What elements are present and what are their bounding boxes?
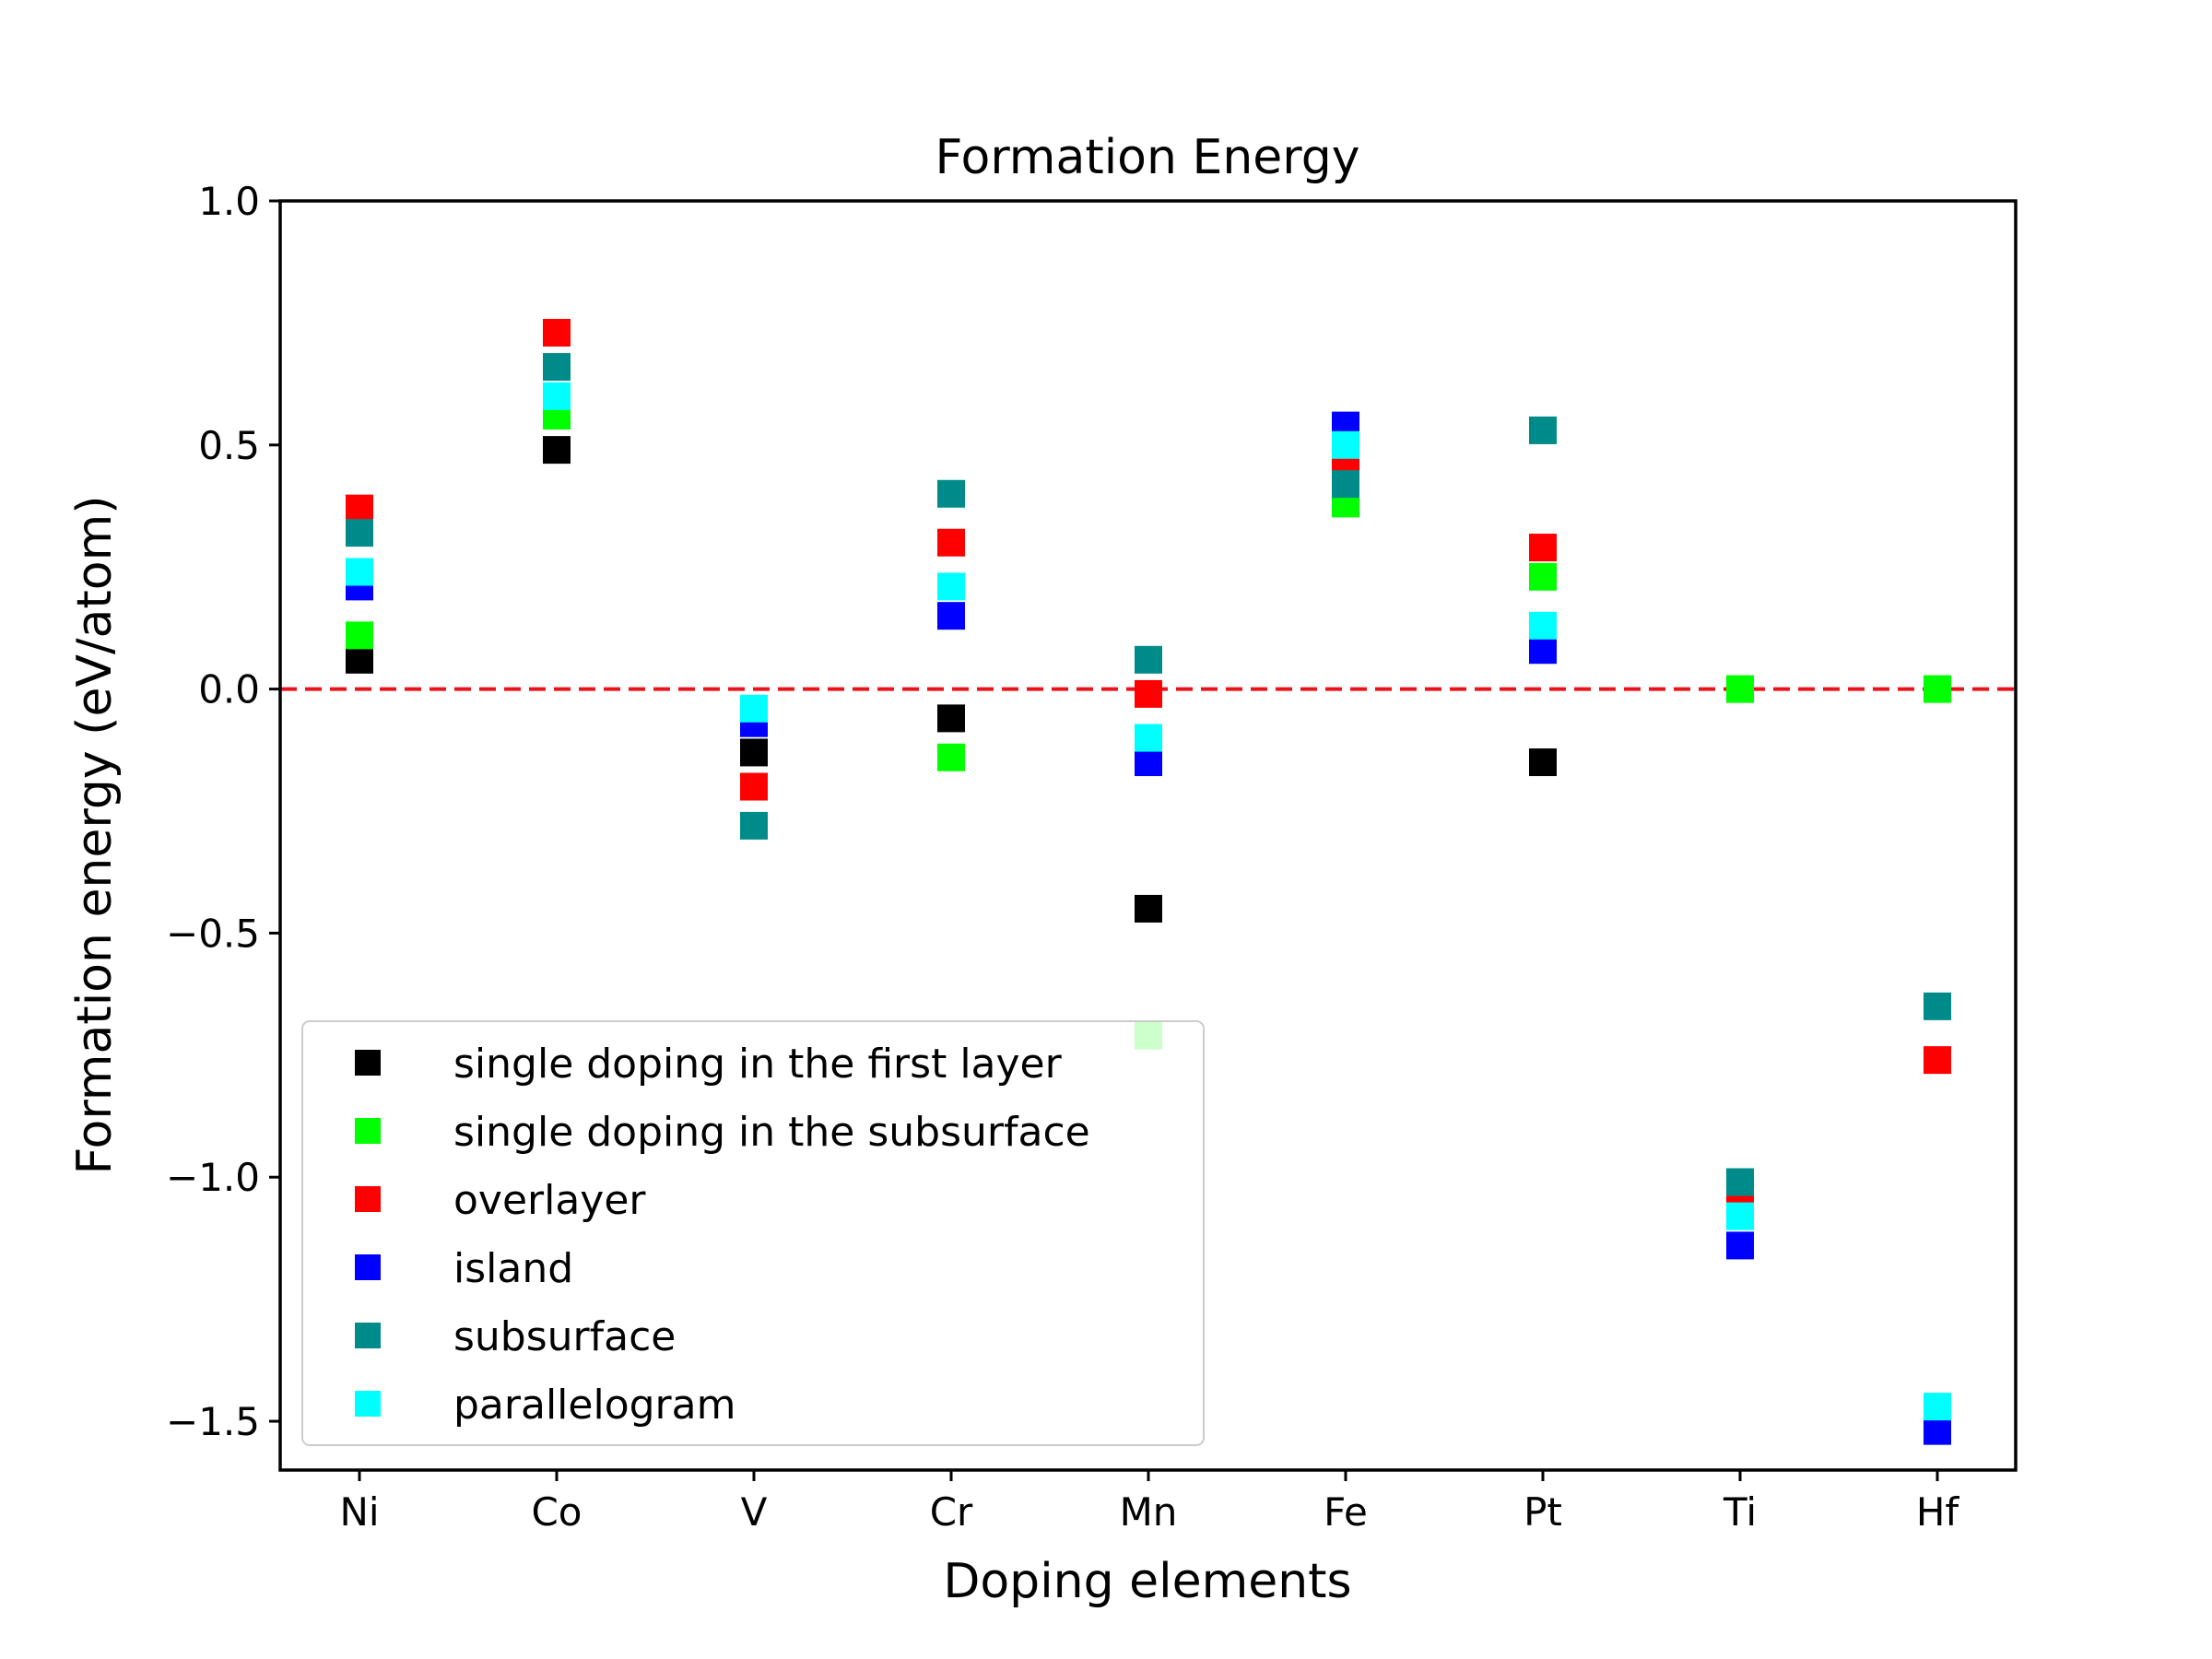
marker-mn-series-1 [1135,894,1162,923]
legend-swatch-4 [355,1254,381,1280]
marker-ni-series-6 [346,558,373,586]
y-tick-label: 0.0 [198,667,260,712]
chart-title: Formation Energy [935,130,1359,185]
y-tick-label: −0.5 [166,911,260,956]
x-tick-label-ti: Ti [1723,1489,1757,1535]
legend: single doping in the first layer single d… [301,1020,1205,1446]
axes: 1.0 0.5 0.0 −0.5 −1.0 −1.5 Ni Co V Cr Mn Fe Pt Ti Hf [166,179,1959,1535]
x-tick-label-cr: Cr [930,1489,973,1535]
legend-box [301,1020,1205,1446]
legend-swatch-5 [355,1323,381,1348]
y-tick-label: −1.5 [166,1399,260,1444]
marker-cr-series-6 [937,572,965,601]
y-tick-label: 1.0 [198,179,260,224]
marker-ti-series-4 [1726,1231,1754,1260]
marker-pt-series-6 [1529,611,1557,640]
legend-swatch-6 [355,1391,381,1417]
marker-ni-series-5 [346,519,373,547]
marker-ni-series-1 [346,645,373,674]
y-tick-label: −1.0 [166,1155,260,1200]
legend-label-4: island [453,1245,573,1292]
marker-hf-series-5 [1924,992,1951,1020]
marker-fe-series-5 [1332,470,1359,499]
x-tick-label-mn: Mn [1120,1489,1178,1535]
legend-swatch-1 [355,1050,381,1076]
marker-ni-series-3 [346,494,373,523]
marker-hf-series-3 [1924,1046,1951,1075]
x-axis-title: Doping elements [943,1554,1351,1609]
marker-hf-series-6 [1924,1393,1951,1421]
marker-hf-series-2 [1924,675,1951,703]
marker-ti-series-6 [1726,1202,1754,1230]
legend-label-2: single doping in the subsurface [453,1109,1090,1156]
marker-mn-series-3 [1135,679,1162,708]
marker-co-series-1 [543,436,571,465]
marker-fe-series-6 [1332,430,1359,459]
marker-v-series-1 [740,738,768,767]
marker-co-series-5 [543,353,571,382]
marker-v-series-3 [740,772,768,801]
marker-mn-series-6 [1135,724,1162,752]
marker-co-series-6 [543,382,571,410]
legend-label-1: single doping in the first layer [453,1041,1063,1088]
marker-cr-series-5 [937,479,965,508]
legend-label-6: parallelogram [453,1382,735,1429]
y-tick-label: 0.5 [198,423,260,468]
x-tick-label-pt: Pt [1524,1489,1562,1535]
marker-ni-series-2 [346,621,373,650]
marker-ti-series-2 [1726,675,1754,703]
marker-cr-series-1 [937,704,965,733]
plot-area [280,318,2016,1445]
legend-label-5: subsurface [453,1313,676,1360]
marker-pt-series-5 [1529,416,1557,444]
x-tick-label-v: V [741,1489,768,1535]
legend-swatch-3 [355,1186,381,1212]
marker-v-series-6 [740,694,768,723]
legend-swatch-2 [355,1118,381,1144]
x-tick-label-fe: Fe [1324,1489,1368,1535]
marker-v-series-5 [740,811,768,840]
marker-pt-series-1 [1529,748,1557,777]
x-tick-label-co: Co [531,1489,582,1535]
marker-cr-series-4 [937,602,965,630]
marker-hf-series-4 [1924,1417,1951,1445]
y-axis-title: Formation energy (eV/atom) [67,495,123,1174]
marker-cr-series-2 [937,743,965,771]
marker-co-series-3 [543,318,571,347]
legend-label-3: overlayer [453,1177,646,1224]
marker-pt-series-2 [1529,562,1557,591]
marker-ti-series-5 [1726,1168,1754,1196]
marker-cr-series-3 [937,528,965,557]
x-tick-label-ni: Ni [339,1489,379,1535]
marker-pt-series-3 [1529,534,1557,562]
marker-mn-series-5 [1135,645,1162,674]
x-tick-label-hf: Hf [1916,1489,1960,1535]
marker-pt-series-4 [1529,636,1557,665]
marker-mn-series-4 [1135,748,1162,777]
